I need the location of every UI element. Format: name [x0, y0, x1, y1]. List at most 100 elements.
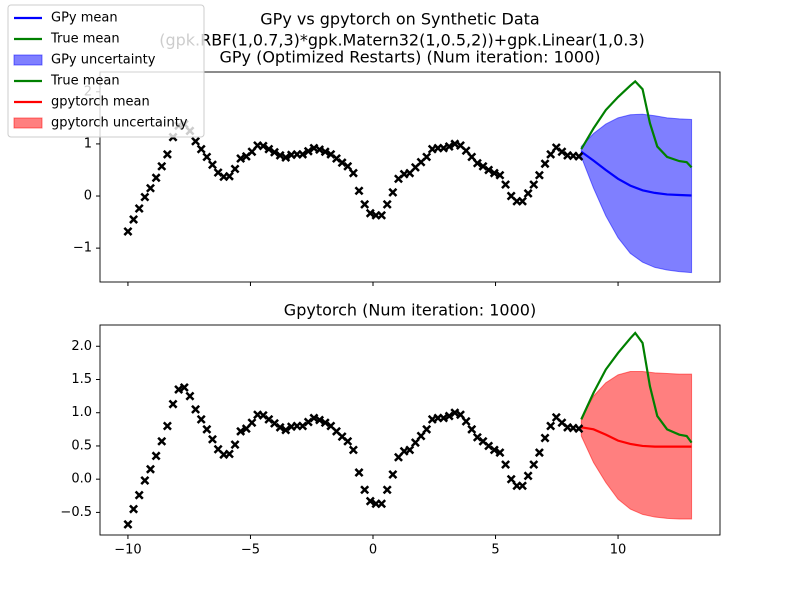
training-point — [478, 161, 488, 171]
training-point — [224, 171, 234, 181]
training-point — [410, 438, 420, 448]
training-point — [546, 149, 556, 159]
training-point — [495, 448, 505, 458]
training-point — [151, 173, 161, 183]
y-tick-label: 1 — [84, 136, 92, 151]
training-point — [377, 499, 387, 509]
training-point — [196, 414, 206, 424]
training-point — [439, 413, 449, 423]
training-point — [365, 496, 375, 506]
training-point — [501, 460, 511, 470]
x-tick-label: 5 — [491, 543, 499, 558]
training-point — [377, 210, 387, 220]
training-point — [129, 214, 139, 224]
legend-label: True mean — [50, 74, 120, 89]
training-point — [123, 519, 133, 529]
legend-label: True mean — [50, 32, 120, 47]
training-point — [534, 170, 544, 180]
training-point — [129, 504, 139, 514]
training-point — [281, 425, 291, 435]
legend-label: GPy mean — [51, 11, 118, 26]
training-point — [517, 196, 527, 206]
plot-area — [123, 331, 693, 529]
training-point — [145, 183, 155, 193]
training-point — [269, 147, 279, 157]
training-point — [162, 149, 172, 159]
training-point — [202, 424, 212, 434]
training-point — [365, 208, 375, 218]
training-point — [224, 449, 234, 459]
legend-patch — [13, 54, 43, 66]
y-tick-label: 1.5 — [71, 372, 92, 387]
training-point — [230, 440, 240, 450]
mean-line — [581, 426, 692, 448]
training-point — [230, 164, 240, 174]
training-point — [489, 168, 499, 178]
training-point — [207, 434, 217, 444]
y-tick-label: −0.5 — [60, 505, 92, 520]
training-point — [517, 481, 527, 491]
training-point — [461, 416, 471, 426]
training-point — [337, 158, 347, 168]
y-tick-label: 0.0 — [71, 472, 92, 487]
training-point — [574, 424, 584, 434]
training-point — [151, 451, 161, 461]
y-tick-label: 2.0 — [71, 339, 92, 354]
training-point — [450, 408, 460, 418]
training-point — [360, 199, 370, 209]
training-point — [382, 199, 392, 209]
plot-area — [123, 79, 693, 274]
training-point — [258, 141, 268, 151]
training-point — [422, 424, 432, 434]
training-point — [546, 421, 556, 431]
training-point — [298, 149, 308, 159]
axes-title: Gpytorch (Num iteration: 1000) — [284, 301, 536, 320]
training-point — [574, 151, 584, 161]
mean-line — [580, 331, 693, 444]
training-point — [343, 436, 353, 446]
y-tick-label: −1 — [73, 241, 92, 256]
training-point — [489, 445, 499, 455]
training-point — [495, 170, 505, 180]
training-point — [472, 158, 482, 168]
training-point — [185, 391, 195, 401]
training-point — [191, 404, 201, 414]
training-point — [320, 147, 330, 157]
training-point — [444, 142, 454, 151]
training-point — [309, 413, 319, 423]
y-tick-label: 1.0 — [71, 405, 92, 420]
legend-label: gpytorch mean — [51, 95, 150, 110]
training-point — [140, 192, 150, 202]
figure-subtitle: (gpk.RBF(1,0.7,3)*gpk.Matern32(1,0.5,2))… — [159, 31, 645, 50]
training-point — [540, 433, 550, 443]
training-point — [534, 448, 544, 458]
training-point — [360, 485, 370, 495]
training-point — [388, 470, 398, 480]
training-point — [343, 161, 353, 171]
training-point — [455, 410, 465, 420]
mean-line — [580, 150, 692, 197]
training-point — [506, 474, 516, 484]
training-point — [196, 144, 206, 154]
training-point — [320, 418, 330, 428]
training-point — [529, 460, 539, 470]
training-point — [275, 150, 285, 160]
training-point — [207, 160, 217, 170]
x-tick-label: 0 — [369, 543, 377, 558]
training-point — [348, 445, 358, 455]
training-point — [191, 136, 201, 146]
training-point — [275, 422, 285, 432]
training-point — [529, 180, 539, 190]
training-point — [388, 187, 398, 197]
training-point — [134, 204, 144, 214]
training-point — [354, 468, 364, 478]
legend-box — [7, 4, 205, 138]
training-point — [303, 146, 313, 156]
training-point — [202, 152, 212, 162]
training-point — [501, 180, 511, 190]
training-point — [315, 415, 325, 425]
training-point — [281, 152, 291, 162]
y-tick-label: 0.5 — [71, 438, 92, 453]
